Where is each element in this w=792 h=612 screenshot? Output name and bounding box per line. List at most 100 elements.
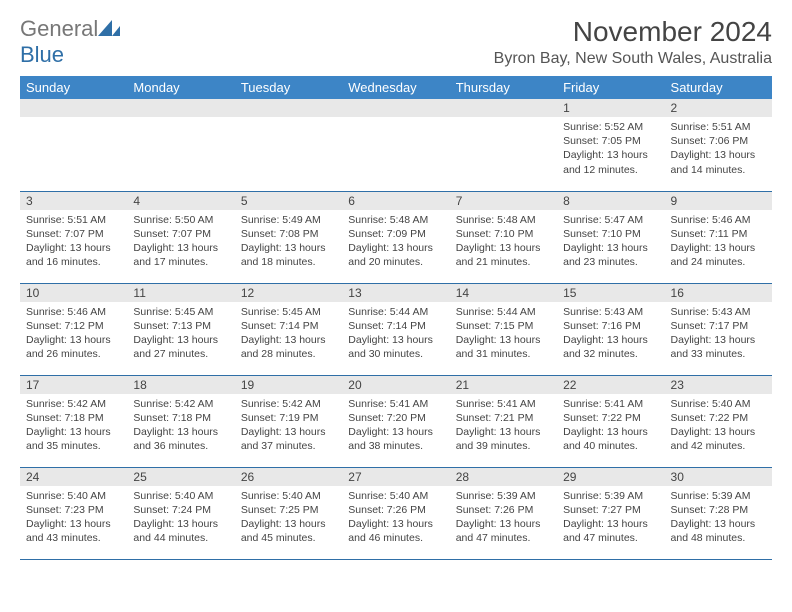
logo-text: General Blue <box>20 16 120 68</box>
day-number: 7 <box>450 192 557 210</box>
weekday-header: Wednesday <box>342 76 449 99</box>
calendar-cell: 1Sunrise: 5:52 AMSunset: 7:05 PMDaylight… <box>557 99 664 191</box>
calendar-cell: 25Sunrise: 5:40 AMSunset: 7:24 PMDayligh… <box>127 467 234 559</box>
logo-gray: General <box>20 16 98 41</box>
calendar-cell: 10Sunrise: 5:46 AMSunset: 7:12 PMDayligh… <box>20 283 127 375</box>
day-body: Sunrise: 5:39 AMSunset: 7:28 PMDaylight:… <box>665 486 772 550</box>
day-number: 19 <box>235 376 342 394</box>
day-body: Sunrise: 5:52 AMSunset: 7:05 PMDaylight:… <box>557 117 664 181</box>
day-body: Sunrise: 5:48 AMSunset: 7:10 PMDaylight:… <box>450 210 557 274</box>
calendar-head: SundayMondayTuesdayWednesdayThursdayFrid… <box>20 76 772 99</box>
day-number: 12 <box>235 284 342 302</box>
calendar-cell: 29Sunrise: 5:39 AMSunset: 7:27 PMDayligh… <box>557 467 664 559</box>
day-number: 27 <box>342 468 449 486</box>
calendar-cell: 3Sunrise: 5:51 AMSunset: 7:07 PMDaylight… <box>20 191 127 283</box>
calendar-cell: 19Sunrise: 5:42 AMSunset: 7:19 PMDayligh… <box>235 375 342 467</box>
day-body: Sunrise: 5:50 AMSunset: 7:07 PMDaylight:… <box>127 210 234 274</box>
day-number: 9 <box>665 192 772 210</box>
day-body: Sunrise: 5:41 AMSunset: 7:20 PMDaylight:… <box>342 394 449 458</box>
day-number <box>127 99 234 117</box>
calendar-table: SundayMondayTuesdayWednesdayThursdayFrid… <box>20 76 772 560</box>
day-body: Sunrise: 5:42 AMSunset: 7:18 PMDaylight:… <box>127 394 234 458</box>
day-body: Sunrise: 5:45 AMSunset: 7:14 PMDaylight:… <box>235 302 342 366</box>
day-body: Sunrise: 5:44 AMSunset: 7:15 PMDaylight:… <box>450 302 557 366</box>
day-body: Sunrise: 5:46 AMSunset: 7:11 PMDaylight:… <box>665 210 772 274</box>
day-body: Sunrise: 5:39 AMSunset: 7:26 PMDaylight:… <box>450 486 557 550</box>
day-number: 21 <box>450 376 557 394</box>
calendar-cell: 13Sunrise: 5:44 AMSunset: 7:14 PMDayligh… <box>342 283 449 375</box>
calendar-cell: 30Sunrise: 5:39 AMSunset: 7:28 PMDayligh… <box>665 467 772 559</box>
calendar-row: 24Sunrise: 5:40 AMSunset: 7:23 PMDayligh… <box>20 467 772 559</box>
calendar-cell: 6Sunrise: 5:48 AMSunset: 7:09 PMDaylight… <box>342 191 449 283</box>
calendar-row: 3Sunrise: 5:51 AMSunset: 7:07 PMDaylight… <box>20 191 772 283</box>
day-number: 30 <box>665 468 772 486</box>
calendar-cell <box>342 99 449 191</box>
day-number: 18 <box>127 376 234 394</box>
day-number: 6 <box>342 192 449 210</box>
day-number: 23 <box>665 376 772 394</box>
day-body: Sunrise: 5:40 AMSunset: 7:24 PMDaylight:… <box>127 486 234 550</box>
logo-blue: Blue <box>20 42 64 67</box>
day-body: Sunrise: 5:46 AMSunset: 7:12 PMDaylight:… <box>20 302 127 366</box>
weekday-header: Thursday <box>450 76 557 99</box>
location: Byron Bay, New South Wales, Australia <box>494 50 772 68</box>
day-number: 4 <box>127 192 234 210</box>
calendar-cell: 15Sunrise: 5:43 AMSunset: 7:16 PMDayligh… <box>557 283 664 375</box>
day-body: Sunrise: 5:40 AMSunset: 7:22 PMDaylight:… <box>665 394 772 458</box>
day-number: 16 <box>665 284 772 302</box>
day-body: Sunrise: 5:51 AMSunset: 7:07 PMDaylight:… <box>20 210 127 274</box>
calendar-cell: 14Sunrise: 5:44 AMSunset: 7:15 PMDayligh… <box>450 283 557 375</box>
page-title: November 2024 <box>494 16 772 48</box>
calendar-cell: 2Sunrise: 5:51 AMSunset: 7:06 PMDaylight… <box>665 99 772 191</box>
weekday-header: Monday <box>127 76 234 99</box>
calendar-cell: 28Sunrise: 5:39 AMSunset: 7:26 PMDayligh… <box>450 467 557 559</box>
day-number <box>235 99 342 117</box>
calendar-cell: 18Sunrise: 5:42 AMSunset: 7:18 PMDayligh… <box>127 375 234 467</box>
calendar-cell: 11Sunrise: 5:45 AMSunset: 7:13 PMDayligh… <box>127 283 234 375</box>
day-body: Sunrise: 5:40 AMSunset: 7:23 PMDaylight:… <box>20 486 127 550</box>
day-body: Sunrise: 5:43 AMSunset: 7:17 PMDaylight:… <box>665 302 772 366</box>
day-body: Sunrise: 5:47 AMSunset: 7:10 PMDaylight:… <box>557 210 664 274</box>
day-body: Sunrise: 5:40 AMSunset: 7:25 PMDaylight:… <box>235 486 342 550</box>
weekday-header: Sunday <box>20 76 127 99</box>
calendar-cell: 20Sunrise: 5:41 AMSunset: 7:20 PMDayligh… <box>342 375 449 467</box>
day-body: Sunrise: 5:41 AMSunset: 7:22 PMDaylight:… <box>557 394 664 458</box>
day-number <box>20 99 127 117</box>
day-number: 10 <box>20 284 127 302</box>
calendar-cell: 21Sunrise: 5:41 AMSunset: 7:21 PMDayligh… <box>450 375 557 467</box>
day-number: 17 <box>20 376 127 394</box>
calendar-body: 1Sunrise: 5:52 AMSunset: 7:05 PMDaylight… <box>20 99 772 559</box>
day-number: 13 <box>342 284 449 302</box>
day-number: 1 <box>557 99 664 117</box>
day-number: 26 <box>235 468 342 486</box>
day-number: 15 <box>557 284 664 302</box>
calendar-cell: 7Sunrise: 5:48 AMSunset: 7:10 PMDaylight… <box>450 191 557 283</box>
calendar-cell: 5Sunrise: 5:49 AMSunset: 7:08 PMDaylight… <box>235 191 342 283</box>
calendar-cell: 22Sunrise: 5:41 AMSunset: 7:22 PMDayligh… <box>557 375 664 467</box>
calendar-row: 17Sunrise: 5:42 AMSunset: 7:18 PMDayligh… <box>20 375 772 467</box>
day-number <box>450 99 557 117</box>
day-body: Sunrise: 5:43 AMSunset: 7:16 PMDaylight:… <box>557 302 664 366</box>
day-number: 24 <box>20 468 127 486</box>
calendar-cell <box>235 99 342 191</box>
day-number: 5 <box>235 192 342 210</box>
title-block: November 2024 Byron Bay, New South Wales… <box>494 16 772 68</box>
day-number: 20 <box>342 376 449 394</box>
day-number: 11 <box>127 284 234 302</box>
day-number: 2 <box>665 99 772 117</box>
weekday-header: Tuesday <box>235 76 342 99</box>
day-body: Sunrise: 5:39 AMSunset: 7:27 PMDaylight:… <box>557 486 664 550</box>
calendar-cell: 17Sunrise: 5:42 AMSunset: 7:18 PMDayligh… <box>20 375 127 467</box>
calendar-cell: 27Sunrise: 5:40 AMSunset: 7:26 PMDayligh… <box>342 467 449 559</box>
day-number: 28 <box>450 468 557 486</box>
header: General Blue November 2024 Byron Bay, Ne… <box>20 16 772 68</box>
day-body: Sunrise: 5:42 AMSunset: 7:19 PMDaylight:… <box>235 394 342 458</box>
day-number: 22 <box>557 376 664 394</box>
weekday-header: Friday <box>557 76 664 99</box>
calendar-cell: 16Sunrise: 5:43 AMSunset: 7:17 PMDayligh… <box>665 283 772 375</box>
calendar-cell: 8Sunrise: 5:47 AMSunset: 7:10 PMDaylight… <box>557 191 664 283</box>
calendar-cell <box>450 99 557 191</box>
day-number <box>342 99 449 117</box>
day-number: 29 <box>557 468 664 486</box>
logo: General Blue <box>20 16 120 68</box>
